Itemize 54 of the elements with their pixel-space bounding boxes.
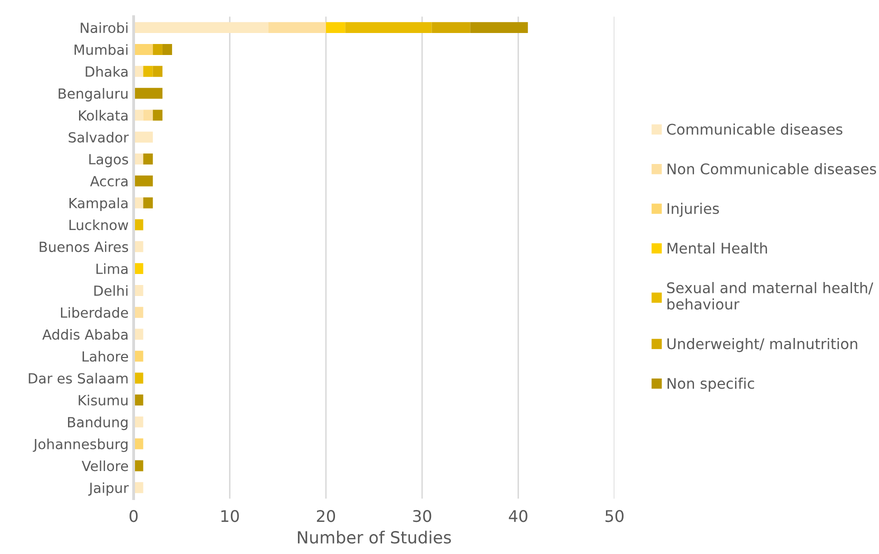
legend-label: Injuries (668, 202, 719, 217)
y-tick-label: Kolkata (79, 110, 128, 121)
y-tick-label: Delhi (94, 285, 128, 296)
x-tick-label: 20 (316, 510, 336, 522)
x-tick-label: 10 (221, 510, 239, 522)
y-tick-label: Lagos (89, 154, 128, 168)
y-tick-label: Addis Ababa (42, 329, 128, 340)
x-tick-label: 0 (130, 510, 138, 522)
bar (143, 110, 153, 121)
x-axis-title: Number of Studies (298, 530, 451, 544)
y-tick-label: Lima (96, 263, 128, 274)
y-tick-label: Lahore (82, 350, 128, 362)
bar (268, 22, 326, 34)
bar (134, 22, 268, 34)
x-tick-label: 40 (508, 510, 528, 522)
legend-label: Sexual and maternal health/ behaviour (667, 282, 874, 310)
y-tick-label: Bengaluru (58, 88, 128, 102)
bar (432, 22, 470, 34)
y-tick-label: Jaipur (88, 482, 129, 496)
bar (162, 44, 172, 55)
legend-label: Underweight/ malnutrition (667, 338, 858, 352)
legend-label: Non specific (668, 378, 754, 392)
bar (345, 22, 432, 34)
y-tick-label: Dar es Salaam (28, 372, 128, 384)
bar (470, 22, 528, 34)
bar (152, 66, 162, 77)
y-tick-label: Vellore (82, 460, 128, 472)
x-tick-label: 30 (413, 510, 432, 522)
legend-label: Communicable diseases (666, 123, 842, 135)
bar (134, 132, 153, 143)
bar (143, 197, 153, 208)
y-tick-label: Johannesburg (32, 438, 128, 452)
bar (143, 154, 153, 164)
y-tick-label: Nairobi (80, 22, 128, 34)
y-tick-label: Salvador (68, 132, 129, 143)
y-tick-label: Mumbai (74, 44, 128, 55)
bar (134, 88, 162, 99)
bar (152, 110, 162, 121)
legend-label: Mental Health (668, 242, 767, 254)
y-tick-label: Kampala (70, 198, 128, 212)
y-tick-label: Dhaka (86, 66, 128, 77)
y-tick-label: Buenos Aires (40, 241, 128, 252)
y-tick-label: Bandung (68, 416, 128, 430)
legend-label: Non Communicable diseases (668, 163, 876, 174)
bar (152, 44, 162, 55)
bar (143, 66, 153, 77)
y-tick-label: Kisumu (78, 394, 128, 406)
y-tick-label: Lucknow (69, 219, 128, 230)
bar (326, 22, 346, 34)
y-tick-label: Accra (90, 176, 128, 186)
bar (134, 44, 153, 55)
y-tick-label: Liberdade (60, 307, 128, 318)
bar (134, 175, 153, 186)
x-tick-label: 50 (605, 510, 624, 522)
